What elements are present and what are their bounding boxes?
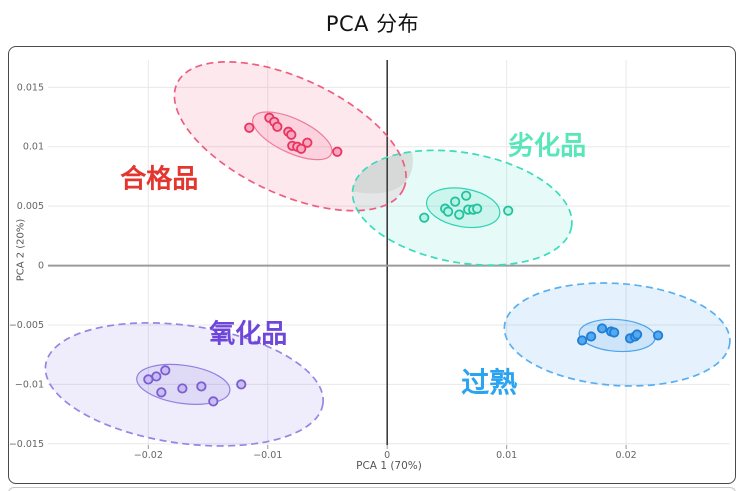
y-axis-title: PCA 2 (20%) <box>15 218 27 282</box>
next-card-top-edge <box>8 487 736 491</box>
x-axis-title: PCA 1 (70%) <box>356 460 422 472</box>
plot-card <box>8 46 736 484</box>
chart-title: PCA 分布 <box>325 12 420 36</box>
